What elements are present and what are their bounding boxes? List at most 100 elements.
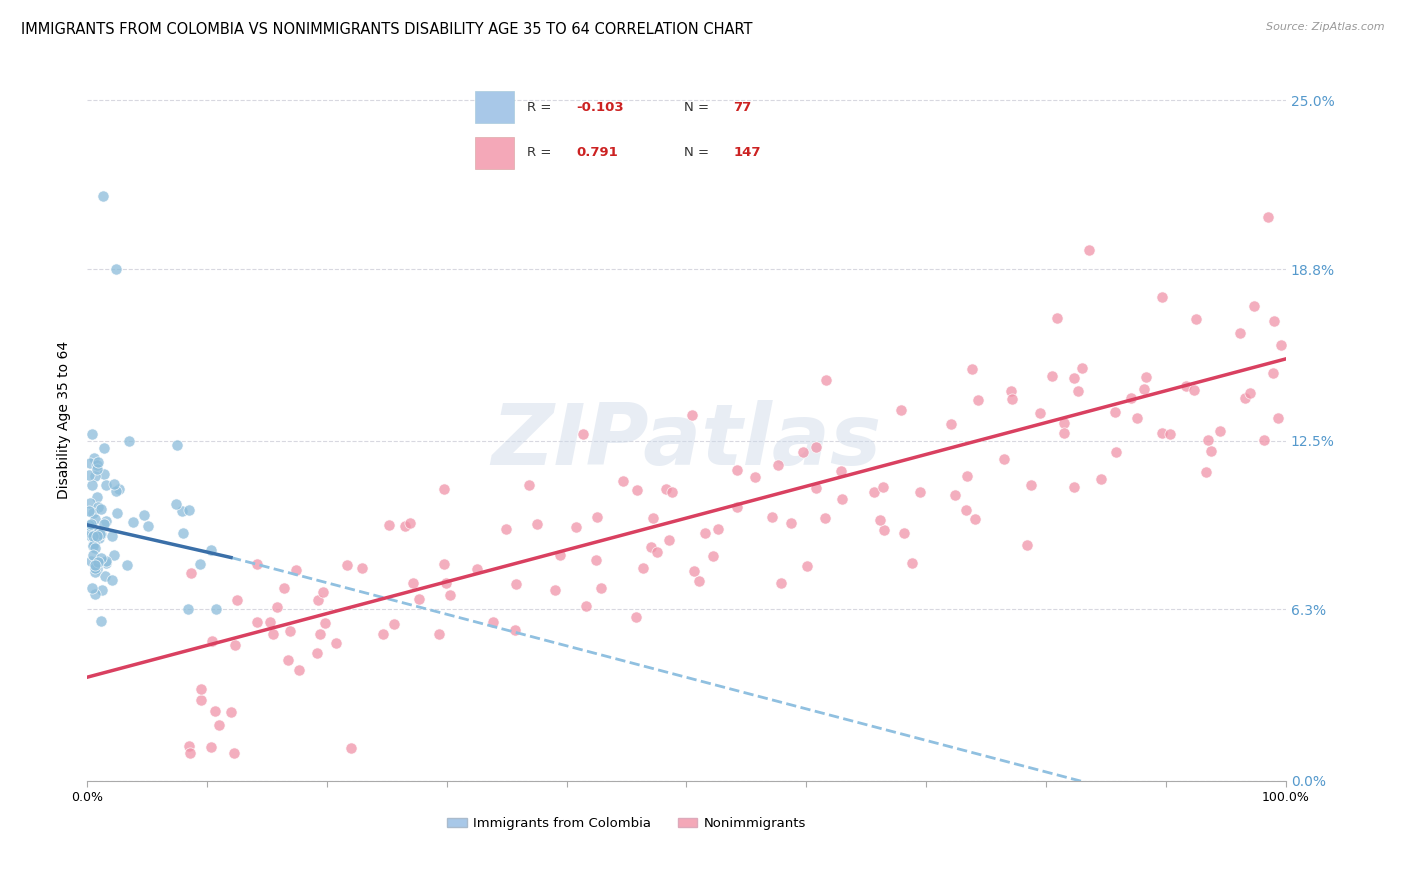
Point (82, 581, 104, 595)
Point (172, 503, 194, 517)
Point (1040, 369, 1063, 384)
Point (86, 490, 108, 504)
Point (222, 747, 245, 761)
Point (82, 539, 104, 553)
Point (589, 581, 612, 595)
Point (86, 455, 108, 469)
Point (180, 566, 202, 580)
Point (495, 522, 517, 536)
Text: ZIPatlas: ZIPatlas (491, 401, 882, 483)
Point (190, 681, 212, 696)
Point (340, 741, 363, 756)
Point (1029, 406, 1052, 420)
Point (1239, 385, 1261, 400)
Point (564, 520, 586, 534)
Legend: Immigrants from Colombia, Nonimmigrants: Immigrants from Colombia, Nonimmigrants (441, 812, 811, 835)
Point (136, 519, 159, 533)
Point (814, 510, 837, 524)
Point (681, 408, 703, 422)
Point (956, 468, 979, 483)
Point (893, 525, 915, 540)
Point (90, 583, 112, 598)
Point (84, 541, 107, 555)
Point (87, 531, 110, 545)
Point (702, 549, 724, 563)
Point (1263, 314, 1285, 328)
Point (655, 482, 678, 496)
Point (641, 511, 664, 525)
Point (766, 458, 789, 473)
Point (467, 562, 489, 576)
Point (1021, 478, 1043, 492)
Point (433, 482, 456, 496)
Point (90, 615, 112, 629)
Point (101, 529, 124, 543)
Point (96, 557, 118, 571)
Point (575, 599, 598, 613)
Point (585, 553, 607, 567)
Point (105, 506, 128, 520)
Point (1182, 383, 1205, 397)
Point (693, 525, 716, 540)
Point (373, 627, 395, 641)
Point (90, 550, 112, 565)
Point (84, 512, 107, 526)
Point (84, 523, 107, 537)
Point (967, 392, 990, 407)
Point (544, 583, 567, 598)
Point (86, 529, 108, 543)
Point (796, 558, 818, 573)
Point (1046, 310, 1069, 325)
Point (86, 458, 108, 472)
Point (77, 504, 100, 518)
Point (1126, 410, 1149, 425)
Point (108, 482, 131, 496)
Point (399, 516, 422, 530)
Point (308, 627, 330, 641)
Point (1104, 405, 1126, 419)
Point (688, 574, 710, 588)
Point (94, 478, 117, 492)
Point (103, 477, 125, 491)
Point (1015, 538, 1038, 552)
Point (93, 442, 115, 456)
Point (901, 556, 924, 570)
Point (626, 483, 648, 497)
Point (83, 560, 105, 574)
Point (1175, 378, 1198, 392)
Point (89, 526, 111, 541)
Point (1253, 433, 1275, 447)
Point (1053, 417, 1076, 431)
Point (939, 417, 962, 431)
Point (1063, 480, 1085, 494)
Point (80, 516, 103, 531)
Point (82, 538, 104, 552)
Point (872, 480, 894, 494)
Point (503, 624, 526, 638)
Point (1270, 338, 1292, 352)
Point (101, 573, 124, 587)
Point (115, 558, 138, 572)
Point (79, 496, 101, 510)
Point (104, 262, 127, 277)
Point (960, 362, 983, 376)
Point (93, 517, 115, 532)
Point (1133, 382, 1156, 396)
Point (862, 484, 884, 499)
Point (631, 561, 654, 575)
Point (94, 569, 117, 583)
Point (482, 615, 505, 629)
Point (94, 514, 117, 528)
Point (200, 740, 222, 755)
Point (1105, 445, 1128, 459)
Point (1150, 290, 1173, 304)
Point (1159, 427, 1181, 442)
Point (585, 510, 607, 524)
Point (1208, 424, 1230, 438)
Point (80, 554, 103, 568)
Point (172, 525, 194, 540)
Point (219, 706, 242, 720)
Point (177, 602, 200, 616)
Point (1197, 434, 1219, 448)
Point (505, 576, 527, 591)
